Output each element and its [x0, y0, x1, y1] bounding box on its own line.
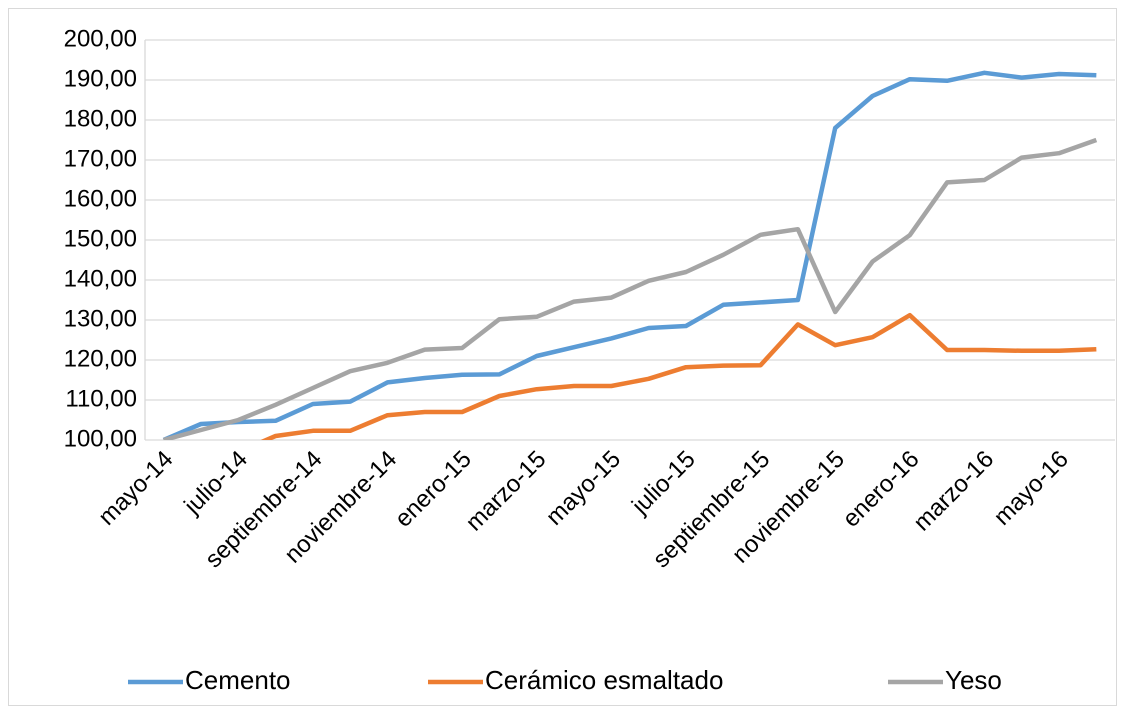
y-tick-label: 130,00	[64, 305, 137, 332]
y-tick-label: 160,00	[64, 185, 137, 212]
y-tick-label: 110,00	[65, 385, 137, 412]
chart-border	[8, 8, 1117, 706]
series-line	[162, 70, 1097, 440]
legend-label: Cemento	[185, 665, 291, 695]
legend-label: Yeso	[945, 665, 1002, 695]
y-tick-label: 150,00	[64, 225, 137, 252]
y-tick-label: 190,00	[64, 65, 137, 92]
y-tick-label: 140,00	[64, 265, 137, 292]
series-line	[163, 312, 1097, 440]
y-tick-label: 200,00	[64, 25, 137, 52]
y-tick-label: 120,00	[64, 345, 137, 372]
series-line	[163, 137, 1098, 440]
y-tick-label: 170,00	[64, 145, 137, 172]
plot-area	[162, 70, 1098, 440]
y-tick-label: 100,00	[64, 425, 137, 452]
y-tick-label: 180,00	[64, 105, 137, 132]
legend-label: Cerámico esmaltado	[485, 665, 723, 695]
